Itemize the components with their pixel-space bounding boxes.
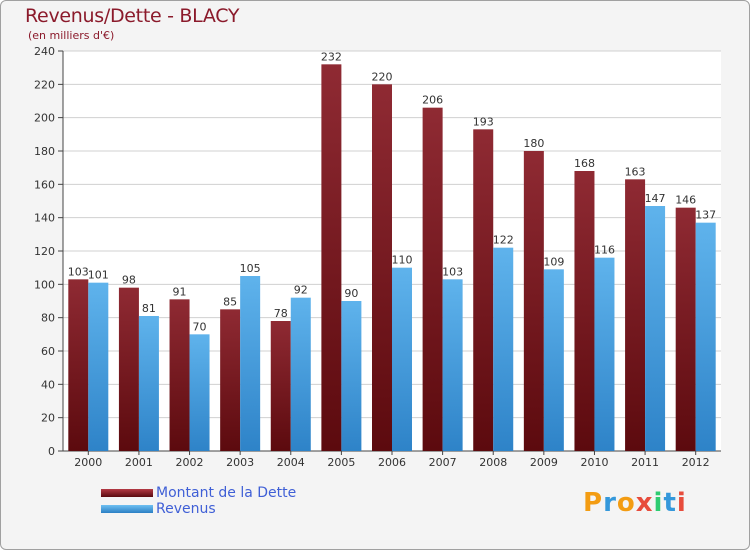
data-label-revenus: 110	[392, 254, 413, 267]
bar-dette	[372, 84, 392, 451]
bar-revenus	[341, 301, 362, 451]
data-label-revenus: 103	[442, 265, 463, 278]
data-label-dette: 78	[274, 307, 288, 320]
x-tick-label: 2012	[682, 456, 710, 469]
data-label-dette: 168	[574, 157, 595, 170]
bar-revenus	[493, 247, 514, 451]
data-label-revenus: 105	[240, 262, 261, 275]
legend-swatch-dette	[101, 489, 153, 497]
logo-letter: r	[603, 488, 617, 518]
x-tick-label: 2010	[580, 456, 608, 469]
chart-subtitle: (en milliers d'€)	[28, 29, 115, 42]
data-label-revenus: 122	[493, 234, 514, 247]
data-label-revenus: 116	[594, 244, 615, 257]
data-label-revenus: 101	[88, 269, 109, 282]
x-tick-label: 2008	[479, 456, 507, 469]
bar-dette	[321, 64, 342, 452]
bar-revenus	[392, 267, 412, 451]
bar-revenus	[543, 269, 564, 451]
bar-revenus	[594, 257, 615, 451]
x-tick-label: 2004	[277, 456, 305, 469]
data-label-revenus: 147	[645, 192, 666, 205]
x-tick-label: 2007	[429, 456, 457, 469]
bar-dette	[473, 129, 494, 452]
bar-dette	[270, 321, 291, 451]
y-tick-label: 200	[34, 112, 55, 125]
x-tick-label: 2009	[530, 456, 558, 469]
data-label-dette: 163	[625, 165, 646, 178]
data-label-dette: 85	[223, 295, 237, 308]
bar-revenus	[138, 316, 159, 451]
y-tick-label: 240	[34, 45, 55, 58]
bar-dette	[118, 287, 139, 451]
x-tick-label: 2002	[176, 456, 204, 469]
data-label-revenus: 70	[193, 320, 207, 333]
legend-label-revenus: Revenus	[156, 501, 216, 517]
proxiti-logo: Proxiti	[583, 488, 687, 518]
bar-dette	[220, 309, 241, 451]
bar-revenus	[645, 206, 666, 451]
data-label-dette: 98	[122, 274, 136, 287]
chart-title: Revenus/Dette - BLACY	[25, 5, 240, 27]
bar-dette	[675, 207, 696, 451]
bar-dette	[169, 299, 190, 451]
y-tick-label: 140	[34, 212, 55, 225]
x-tick-label: 2003	[226, 456, 254, 469]
data-label-revenus: 81	[142, 302, 156, 315]
bar-revenus	[442, 279, 463, 451]
y-tick-label: 180	[34, 145, 55, 158]
x-tick-label: 2000	[74, 456, 102, 469]
data-label-dette: 91	[173, 285, 187, 298]
logo-letter: P	[583, 488, 604, 518]
y-tick-label: 100	[34, 278, 55, 291]
logo-letter: t	[663, 488, 677, 518]
data-label-dette: 220	[372, 70, 393, 83]
y-tick-label: 120	[34, 245, 55, 258]
y-tick-label: 40	[41, 378, 55, 391]
legend-label-dette: Montant de la Dette	[156, 485, 297, 501]
x-tick-label: 2011	[631, 456, 659, 469]
data-label-dette: 193	[473, 115, 494, 128]
logo-letter: i	[676, 488, 687, 518]
x-tick-label: 2001	[125, 456, 153, 469]
data-label-dette: 206	[422, 94, 443, 107]
bar-dette	[422, 107, 443, 452]
bar-dette	[625, 179, 646, 452]
data-label-revenus: 92	[294, 284, 308, 297]
data-label-dette: 232	[321, 50, 342, 63]
data-label-revenus: 109	[543, 255, 564, 268]
bar-revenus	[290, 297, 311, 451]
bar-revenus	[88, 282, 109, 451]
logo-letter: i	[653, 488, 664, 518]
x-tick-label: 2005	[327, 456, 355, 469]
logo-letter: x	[635, 488, 654, 518]
bar-revenus	[240, 276, 261, 451]
y-tick-label: 220	[34, 78, 55, 91]
y-tick-label: 60	[41, 345, 55, 358]
y-tick-label: 160	[34, 178, 55, 191]
data-label-dette: 103	[68, 265, 89, 278]
bar-dette	[523, 151, 544, 451]
y-tick-label: 0	[48, 445, 55, 458]
x-tick-label: 2006	[378, 456, 406, 469]
data-label-revenus: 90	[344, 287, 358, 300]
bar-revenus	[695, 222, 716, 451]
y-tick-label: 80	[41, 312, 55, 325]
data-label-dette: 146	[675, 194, 696, 207]
data-label-revenus: 137	[695, 209, 716, 222]
y-tick-label: 20	[41, 412, 55, 425]
logo-letter: o	[616, 488, 636, 518]
bar-dette	[574, 171, 595, 451]
bar-dette	[68, 279, 89, 451]
data-label-dette: 180	[523, 137, 544, 150]
bar-revenus	[189, 334, 210, 451]
legend-swatch-revenus	[101, 505, 153, 513]
